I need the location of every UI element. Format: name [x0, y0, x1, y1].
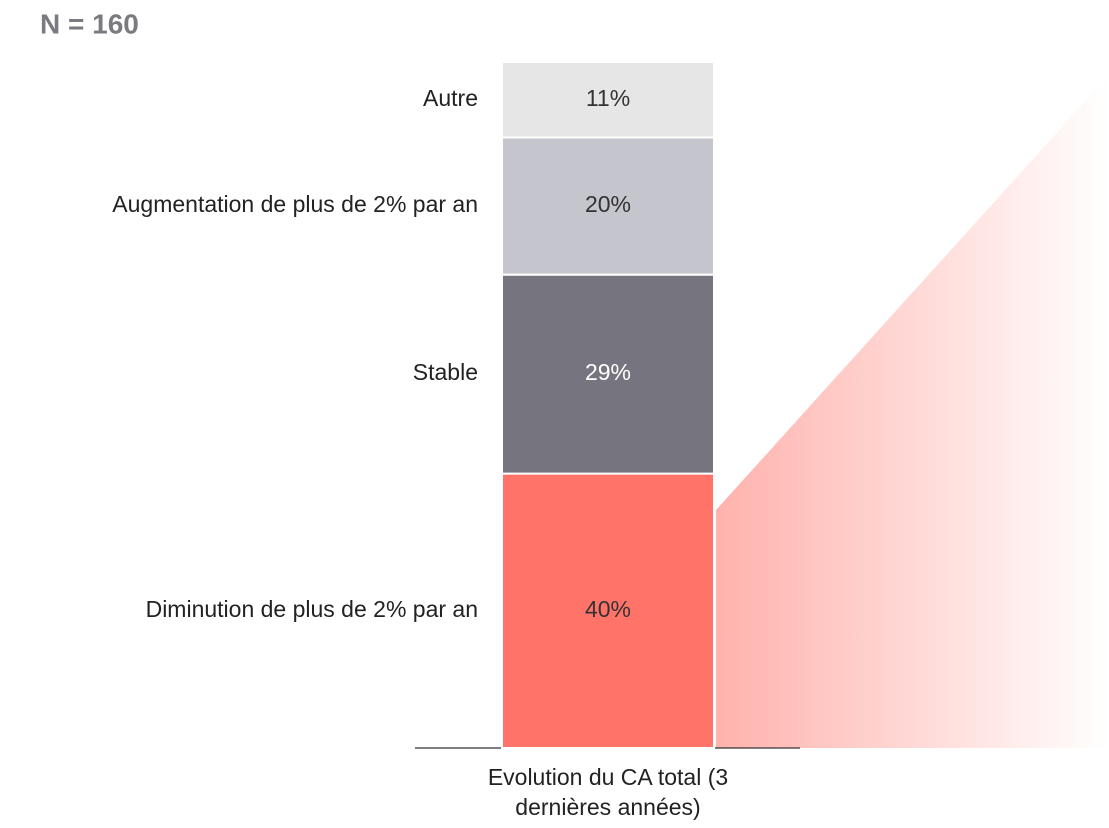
value-label: 40%	[585, 596, 631, 622]
bar-segment	[501, 61, 715, 139]
chart-title: N = 160	[40, 8, 139, 39]
category-label: Evolution du CA total (3 dernières année…	[487, 764, 729, 820]
series-label: Diminution de plus de 2% par an	[146, 596, 478, 622]
value-label: 20%	[585, 191, 631, 217]
series-label: Stable	[413, 359, 478, 385]
bar-segment	[501, 273, 715, 475]
zoom-wedge	[716, 75, 1109, 748]
bar-segment	[501, 472, 715, 749]
value-label: 11%	[586, 85, 630, 111]
series-label: Autre	[423, 85, 478, 111]
value-label: 29%	[585, 359, 631, 385]
series-label: Augmentation de plus de 2% par an	[112, 191, 478, 217]
